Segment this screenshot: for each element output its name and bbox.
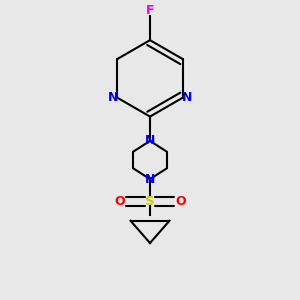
Text: N: N xyxy=(145,172,155,186)
Text: N: N xyxy=(108,91,118,104)
Text: O: O xyxy=(175,195,186,208)
Text: N: N xyxy=(145,134,155,147)
Text: O: O xyxy=(114,195,125,208)
Text: S: S xyxy=(145,195,155,208)
Text: F: F xyxy=(146,4,154,17)
Text: N: N xyxy=(182,91,192,104)
